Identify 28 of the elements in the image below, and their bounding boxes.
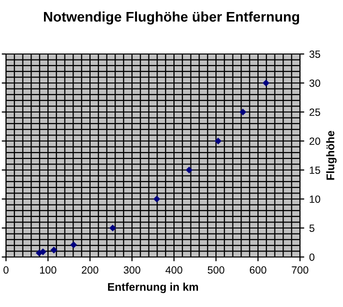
y-tick-label: 35 [309, 50, 320, 58]
y-tick-label: 30 [309, 80, 320, 87]
point [50, 246, 58, 254]
chart-title: Notwendige Flughöhe über Entfernung [44, 11, 300, 25]
y-tick-label: 5 [309, 224, 314, 232]
x-tick-label: 700 [292, 266, 308, 274]
point [240, 108, 246, 116]
x-tick-label: 400 [166, 266, 182, 274]
point [186, 166, 192, 174]
point [70, 242, 77, 248]
x-tick-label: 300 [124, 266, 140, 274]
y-tick-label: 15 [310, 166, 320, 174]
point [262, 80, 270, 86]
point [154, 196, 160, 202]
x-tick-label: 0 [4, 266, 8, 274]
x-tick-label: 200 [82, 266, 98, 274]
x-tick-label: 100 [40, 266, 56, 274]
x-tick-label: 500 [208, 266, 224, 274]
point [40, 248, 46, 255]
x-tick-label: 600 [250, 266, 266, 274]
y-tick-label: 25 [310, 108, 320, 116]
y-tick-label: 10 [310, 196, 320, 203]
point [214, 138, 222, 144]
x-axis-title: Entfernung in km [108, 282, 198, 294]
y-tick-label: 0 [309, 254, 314, 261]
y-axis-title: Flughöhe [326, 130, 337, 180]
point [110, 224, 116, 232]
y-tick-label: 20 [310, 138, 320, 145]
